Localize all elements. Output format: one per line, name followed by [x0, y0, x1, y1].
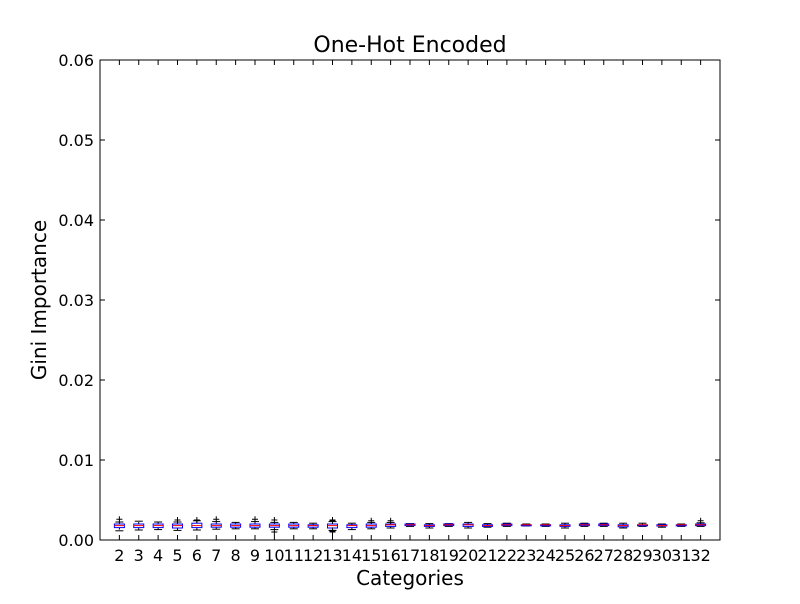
box-24 — [540, 523, 552, 527]
flier-point — [368, 517, 375, 524]
box-8 — [230, 521, 242, 530]
x-tick-label: 2 — [114, 546, 124, 565]
x-tick-label: 4 — [153, 546, 163, 565]
x-tick-label: 11 — [284, 546, 304, 565]
box-4 — [152, 521, 164, 531]
x-tick-label: 23 — [516, 546, 536, 565]
x-tick-label: 9 — [250, 546, 260, 565]
box-series — [113, 516, 707, 535]
x-tick-label: 24 — [535, 546, 555, 565]
y-tick-label: 0.00 — [58, 531, 94, 550]
x-tick-label: 31 — [671, 546, 691, 565]
x-tick-label: 14 — [342, 546, 362, 565]
box-11 — [288, 521, 300, 530]
flier-point — [271, 529, 278, 535]
x-tick-label: 16 — [380, 546, 400, 565]
box-32 — [695, 517, 707, 527]
box-30 — [656, 523, 668, 528]
box-20 — [462, 521, 474, 529]
box-19 — [443, 523, 455, 527]
box-23 — [520, 523, 532, 527]
box-28 — [617, 522, 629, 529]
x-tick-label: 21 — [477, 546, 497, 565]
box-16 — [385, 517, 397, 529]
box-14 — [346, 522, 358, 531]
box-13 — [327, 517, 338, 535]
box-27 — [598, 522, 610, 527]
x-tick-label: 25 — [555, 546, 575, 565]
box-3 — [133, 520, 145, 531]
flier-point — [329, 517, 336, 523]
box-7 — [210, 516, 222, 530]
box-22 — [501, 522, 513, 527]
x-tick-label: 12 — [303, 546, 323, 565]
x-tick-label: 7 — [211, 546, 221, 565]
plot-area-frame — [99, 59, 721, 541]
flier-point — [329, 527, 336, 534]
x-tick-label: 28 — [613, 546, 633, 565]
box-10 — [268, 517, 280, 535]
x-tick-label: 5 — [172, 546, 182, 565]
x-tick-label: 18 — [419, 546, 439, 565]
y-tick-label: 0.03 — [58, 291, 94, 310]
x-tick-label: 30 — [652, 546, 672, 565]
y-tick-label: 0.04 — [58, 211, 94, 230]
x-tick-label: 15 — [361, 546, 381, 565]
flier-point — [252, 516, 258, 523]
x-tick-label: 3 — [134, 546, 144, 565]
x-tick-label: 26 — [574, 546, 594, 565]
y-tick-label: 0.01 — [58, 451, 94, 470]
x-tick-label: 29 — [632, 546, 652, 565]
flier-point — [271, 517, 278, 523]
box-15 — [365, 517, 377, 530]
box-17 — [404, 523, 416, 527]
flier-point — [387, 517, 394, 524]
flier-point — [213, 516, 220, 523]
box-26 — [578, 522, 590, 527]
x-tick-label: 13 — [322, 546, 342, 565]
box-31 — [675, 523, 687, 527]
y-tick-label: 0.05 — [58, 131, 94, 150]
x-axis-ticks: 2 3 4 5 6 7 8 9 10 11 12 13 14 15 16 17 18 19 20 21 22 23 24 25… — [114, 60, 711, 565]
x-tick-label: 10 — [264, 546, 284, 565]
box-9 — [249, 516, 261, 530]
y-axis-label: Gini Importance — [27, 220, 51, 380]
x-tick-label: 22 — [497, 546, 517, 565]
x-tick-label: 27 — [594, 546, 614, 565]
box-2 — [113, 516, 125, 532]
x-tick-label: 8 — [231, 546, 241, 565]
y-tick-label: 0.06 — [58, 51, 94, 70]
x-tick-label: 19 — [439, 546, 459, 565]
flier-point — [193, 517, 200, 523]
chart-title: One-Hot Encoded — [313, 33, 506, 58]
x-tick-label: 6 — [192, 546, 202, 565]
flier-point — [116, 516, 123, 523]
box-25 — [559, 522, 571, 529]
flier-point — [174, 517, 181, 523]
y-tick-label: 0.02 — [58, 371, 94, 390]
x-tick-label: 17 — [400, 546, 420, 565]
box-18 — [423, 523, 435, 529]
x-tick-label: 32 — [690, 546, 710, 565]
x-tick-label: 20 — [458, 546, 478, 565]
box-29 — [637, 522, 648, 527]
box-iqr — [346, 524, 358, 529]
box-12 — [307, 522, 319, 530]
flier-point — [697, 517, 704, 524]
box-6 — [191, 517, 203, 531]
box-5 — [172, 517, 183, 531]
box-21 — [482, 523, 493, 528]
x-axis-label: Categories — [356, 566, 464, 590]
